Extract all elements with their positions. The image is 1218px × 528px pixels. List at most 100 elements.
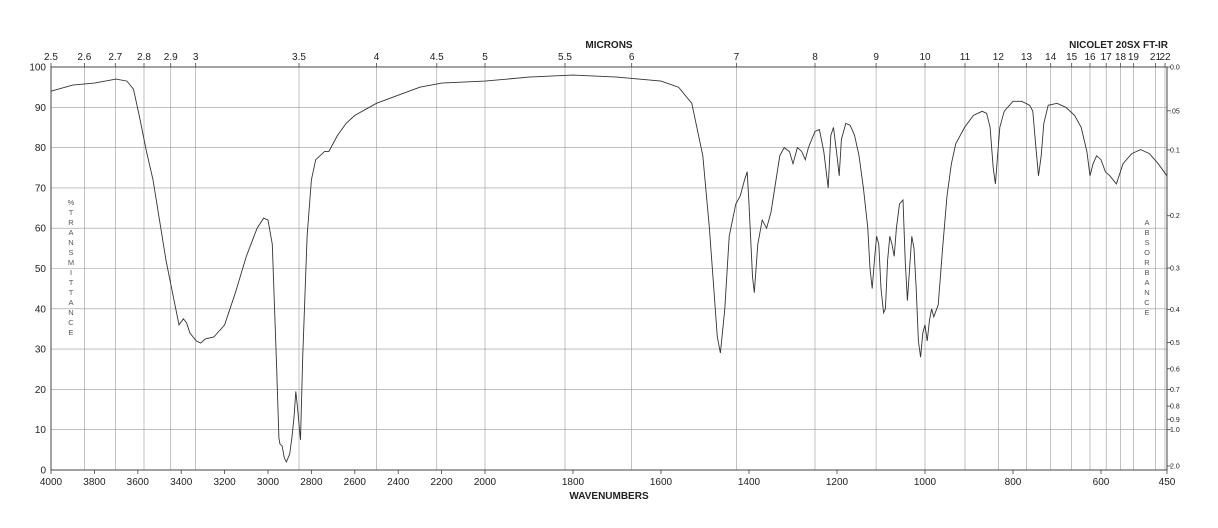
top-tick-label: 2.5: [44, 52, 58, 63]
top-tick-label: 2.7: [108, 52, 122, 63]
left-axis-title-letter: T: [69, 288, 74, 297]
top-tick-label: 2.8: [137, 52, 151, 63]
right-tick-label: 0.5: [1170, 340, 1180, 347]
left-tick-label: 0: [40, 466, 46, 477]
top-tick-label: 6: [629, 52, 635, 63]
left-tick-label: 100: [29, 63, 46, 74]
top-axis-title: MICRONS: [585, 40, 633, 51]
bottom-tick-label: 3400: [170, 477, 193, 488]
bottom-tick-label: 1600: [650, 477, 673, 488]
top-tick-label: 9: [873, 52, 879, 63]
left-axis-title-letter: T: [69, 208, 74, 217]
left-axis-title-letter: %: [68, 198, 75, 207]
right-tick-label: .05: [1170, 108, 1180, 115]
left-tick-label: 80: [35, 143, 47, 154]
left-tick-label: 20: [35, 385, 47, 396]
top-tick-label: 8: [812, 52, 818, 63]
bottom-tick-label: 1000: [914, 477, 937, 488]
top-tick-label: 5: [482, 52, 488, 63]
top-tick-label: 18: [1115, 52, 1127, 63]
top-tick-label: 3.5: [292, 52, 306, 63]
right-axis-title-letter: O: [1144, 248, 1150, 257]
bottom-tick-label: 2400: [387, 477, 410, 488]
left-axis-title-letter: T: [69, 278, 74, 287]
right-axis-title-letter: R: [1144, 258, 1150, 267]
bottom-tick-label: 4000: [40, 477, 63, 488]
top-tick-label: 11: [960, 52, 971, 63]
top-tick-label: 17: [1101, 52, 1113, 63]
top-tick-label: 19: [1128, 52, 1140, 63]
top-tick-label: 3: [193, 52, 199, 63]
bottom-tick-label: 2000: [474, 477, 497, 488]
top-tick-label: 21: [1150, 52, 1162, 63]
top-tick-label: 12: [993, 52, 1005, 63]
right-axis-title-letter: E: [1144, 308, 1149, 317]
right-axis-title-letter: B: [1144, 228, 1149, 237]
bottom-axis-title: WAVENUMBERS: [569, 491, 649, 502]
left-axis-title-letter: R: [68, 218, 74, 227]
right-tick-label: 0.1: [1170, 147, 1180, 154]
right-axis-title-letter: S: [1144, 238, 1149, 247]
left-axis-title-letter: S: [68, 248, 73, 257]
bottom-tick-label: 600: [1093, 477, 1110, 488]
left-axis-title-letter: A: [68, 228, 73, 237]
left-tick-label: 40: [35, 304, 47, 315]
left-tick-label: 60: [35, 224, 47, 235]
right-axis-title-letter: N: [1144, 288, 1149, 297]
bottom-tick-label: 450: [1159, 477, 1176, 488]
right-tick-label: 0.7: [1170, 387, 1180, 394]
bottom-tick-label: 2600: [344, 477, 367, 488]
right-tick-label: 0.9: [1170, 417, 1180, 424]
top-tick-label: 10: [919, 52, 931, 63]
right-tick-label: 2.0: [1170, 463, 1180, 470]
bottom-tick-label: 3000: [257, 477, 280, 488]
left-tick-label: 10: [35, 425, 47, 436]
bottom-tick-label: 1400: [738, 477, 761, 488]
right-axis-title-letter: A: [1144, 218, 1149, 227]
right-tick-label: 0.2: [1170, 213, 1180, 220]
plot-frame: [50, 66, 1168, 471]
top-tick-label: 22: [1159, 52, 1171, 63]
right-tick-label: 0.0: [1170, 65, 1180, 72]
top-tick-label: 4: [374, 52, 380, 63]
right-axis-ticks: 0.0 .05 0.1 0.2 0.3 0.4 0.5 0.6 0.7 0.8 0.9 1.0 2.0: [1167, 65, 1180, 470]
bottom-tick-label: 800: [1005, 477, 1022, 488]
left-axis-title-letter: M: [68, 258, 74, 267]
right-axis-title-letter: B: [1144, 268, 1149, 277]
right-axis-title-letter: A: [1144, 278, 1149, 287]
right-tick-label: 0.3: [1170, 266, 1180, 273]
right-tick-label: 0.8: [1170, 404, 1180, 411]
left-tick-label: 30: [35, 345, 47, 356]
top-tick-label: 13: [1021, 52, 1033, 63]
bottom-tick-label: 1800: [562, 477, 585, 488]
right-tick-label: 0.4: [1170, 307, 1180, 314]
instrument-label: NICOLET 20SX FT-IR: [1069, 40, 1169, 51]
top-tick-label: 15: [1066, 52, 1078, 63]
left-tick-label: 90: [35, 103, 47, 114]
right-axis-title-letter: C: [1144, 298, 1150, 307]
spectrum-line: [50, 74, 1168, 463]
left-axis-title-letter: C: [68, 318, 74, 327]
bottom-tick-label: 3600: [127, 477, 150, 488]
top-tick-label: 16: [1084, 52, 1096, 63]
top-axis-ticks: 2.5 2.6 2.7 2.8 2.9 3 3.5 4 4.5 5 5.5 6 7 8 9 10 11 12 13 1…: [44, 52, 1171, 67]
bottom-tick-label: 3200: [213, 477, 236, 488]
top-tick-label: 14: [1045, 52, 1057, 63]
left-tick-label: 50: [35, 264, 47, 275]
left-axis-title-letter: E: [68, 328, 73, 337]
left-axis-title-letter: I: [70, 268, 72, 277]
top-tick-label: 2.6: [77, 52, 91, 63]
bottom-tick-label: 2200: [430, 477, 453, 488]
bottom-tick-label: 1200: [826, 477, 849, 488]
top-tick-label: 5.5: [558, 52, 572, 63]
bottom-axis-ticks: 4000 3800 3600 3400 3200 3000 2800 2600 2400 2200…: [40, 470, 1176, 488]
bottom-tick-label: 2800: [300, 477, 323, 488]
top-tick-label: 7: [734, 52, 740, 63]
top-tick-label: 2.9: [164, 52, 178, 63]
top-tick-label: 4.5: [430, 52, 444, 63]
